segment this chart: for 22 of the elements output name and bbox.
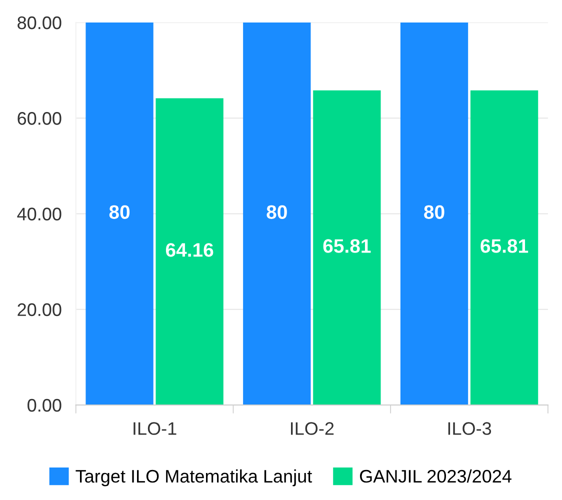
data-label: 64.16 [166,243,214,257]
bar [313,90,381,405]
bar [400,22,468,405]
bar [156,98,224,405]
data-label: 80 [266,205,287,219]
x-tick-label: ILO-2 [291,422,334,435]
bar [243,22,311,405]
data-label: 65.81 [480,239,528,253]
x-tick-label: ILO-1 [134,422,176,435]
y-tick-label: 0.00 [28,398,62,412]
bar [470,90,538,405]
data-label: 80 [424,205,444,219]
data-label: 80 [109,205,130,219]
y-tick-label: 40.00 [17,208,62,220]
bar [86,22,154,405]
data-label: 65.81 [323,239,371,253]
y-tick-label: 60.00 [18,112,62,125]
x-tick-label: ILO-3 [448,422,492,435]
legend-label: GANJIL 2023/2024 [360,469,512,483]
y-tick-label: 20.00 [18,303,62,316]
y-tick-label: 80.00 [18,16,62,30]
legend-label: Target ILO Matematika Lanjut [76,469,312,486]
